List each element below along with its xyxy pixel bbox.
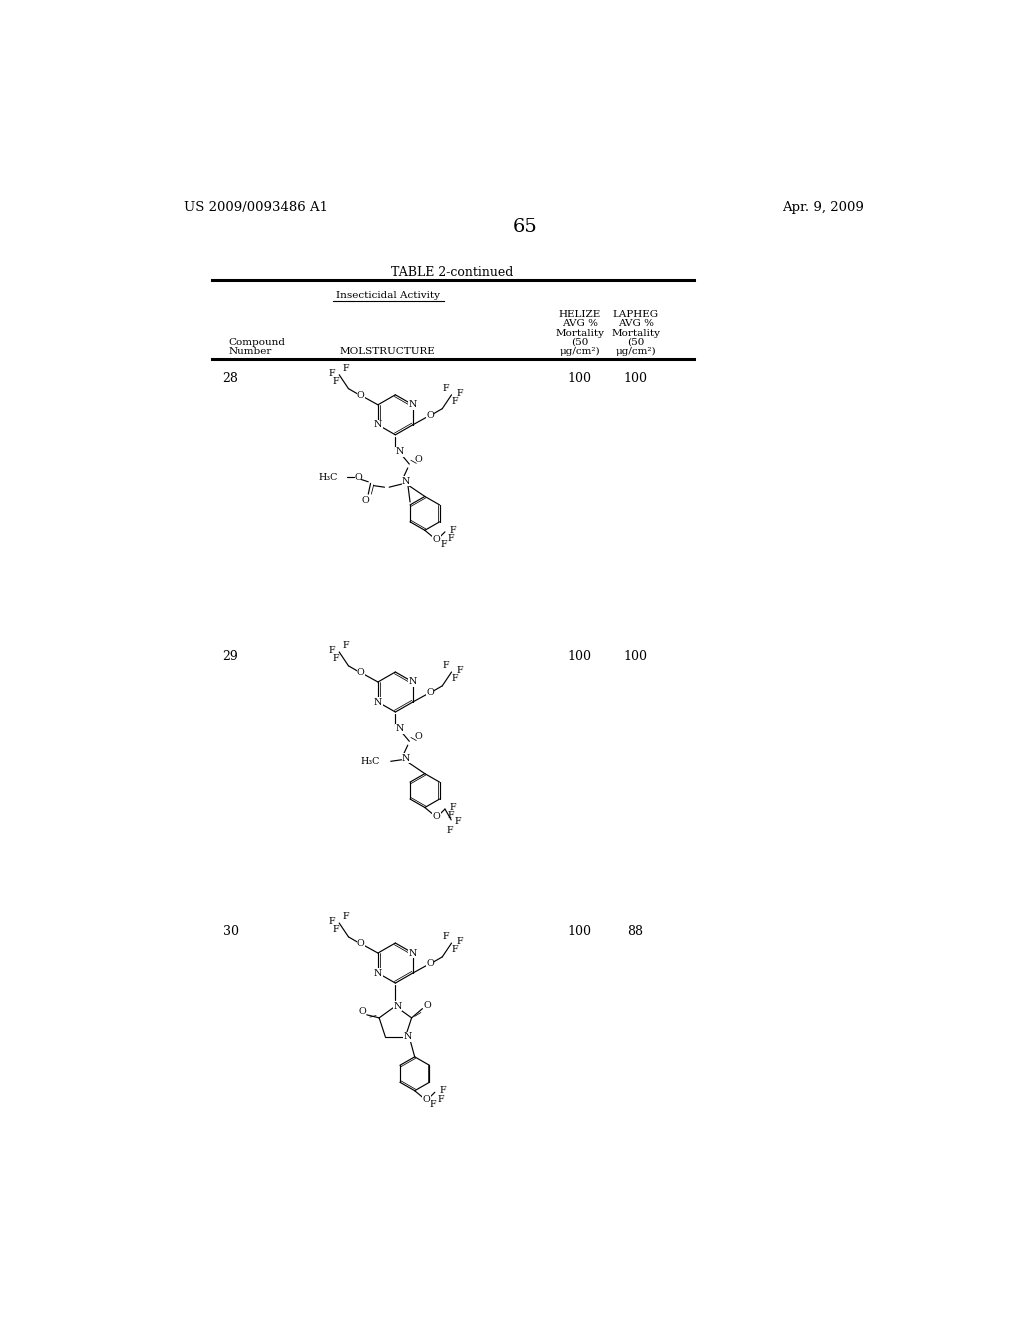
Text: O: O [361, 496, 369, 504]
Text: F: F [456, 667, 463, 675]
Text: US 2009/0093486 A1: US 2009/0093486 A1 [183, 201, 328, 214]
Text: O: O [357, 940, 365, 948]
Text: N: N [402, 754, 411, 763]
Text: F: F [447, 812, 455, 821]
Text: F: F [342, 642, 349, 651]
Text: F: F [328, 645, 335, 655]
Text: F: F [442, 932, 449, 941]
Text: (50: (50 [627, 338, 644, 347]
Text: F: F [439, 1086, 445, 1096]
Text: μg/cm²): μg/cm²) [615, 347, 656, 356]
Text: 100: 100 [568, 924, 592, 937]
Text: F: F [328, 368, 335, 378]
Text: F: F [454, 817, 461, 826]
Text: F: F [450, 525, 456, 535]
Text: μg/cm²): μg/cm²) [559, 347, 600, 356]
Text: 29: 29 [222, 649, 239, 663]
Text: O: O [423, 1001, 431, 1010]
Text: N: N [409, 949, 417, 957]
Text: O: O [426, 960, 434, 969]
Text: O: O [423, 1096, 430, 1105]
Text: N: N [374, 969, 382, 978]
Text: O: O [357, 668, 365, 677]
Text: O: O [432, 535, 440, 544]
Text: F: F [333, 925, 339, 935]
Text: F: F [447, 535, 455, 544]
Text: LAPHEG: LAPHEG [612, 310, 658, 319]
Text: F: F [456, 937, 463, 946]
Text: (50: (50 [571, 338, 589, 347]
Text: 100: 100 [624, 649, 647, 663]
Text: O: O [415, 455, 423, 463]
Text: F: F [440, 540, 446, 549]
Text: TABLE 2-continued: TABLE 2-continued [391, 267, 513, 280]
Text: O: O [358, 1007, 366, 1016]
Text: N: N [374, 697, 382, 706]
Text: F: F [437, 1094, 444, 1104]
Text: Apr. 9, 2009: Apr. 9, 2009 [782, 201, 864, 214]
Text: Number: Number [228, 347, 272, 356]
Text: O: O [354, 473, 362, 482]
Text: F: F [452, 397, 458, 407]
Text: Compound: Compound [228, 338, 286, 347]
Text: H₃C: H₃C [318, 473, 338, 482]
Text: 100: 100 [568, 649, 592, 663]
Text: HELIZE: HELIZE [559, 310, 601, 319]
Text: 30: 30 [222, 924, 239, 937]
Text: 65: 65 [512, 218, 538, 236]
Text: F: F [452, 675, 458, 684]
Text: Insecticidal Activity: Insecticidal Activity [336, 290, 439, 300]
Text: F: F [442, 661, 449, 671]
Text: O: O [415, 733, 423, 741]
Text: AVG %: AVG % [617, 319, 653, 329]
Text: N: N [409, 400, 417, 409]
Text: 88: 88 [628, 924, 644, 937]
Text: F: F [456, 389, 463, 397]
Text: O: O [426, 688, 434, 697]
Text: F: F [333, 655, 339, 664]
Text: F: F [342, 364, 349, 374]
Text: 100: 100 [624, 372, 647, 385]
Text: N: N [393, 1002, 401, 1011]
Text: F: F [452, 945, 458, 954]
Text: AVG %: AVG % [562, 319, 598, 329]
Text: F: F [333, 378, 339, 387]
Text: F: F [342, 912, 349, 921]
Text: N: N [402, 477, 411, 486]
Text: N: N [374, 420, 382, 429]
Text: O: O [357, 391, 365, 400]
Text: N: N [396, 447, 404, 457]
Text: N: N [409, 677, 417, 686]
Text: F: F [442, 384, 449, 393]
Text: H₃C: H₃C [360, 756, 380, 766]
Text: Mortality: Mortality [555, 329, 604, 338]
Text: F: F [430, 1100, 436, 1109]
Text: 100: 100 [568, 372, 592, 385]
Text: N: N [403, 1032, 412, 1041]
Text: F: F [450, 803, 456, 812]
Text: N: N [396, 725, 404, 734]
Text: MOLSTRUCTURE: MOLSTRUCTURE [340, 347, 435, 356]
Text: O: O [426, 411, 434, 420]
Text: O: O [432, 812, 440, 821]
Text: F: F [328, 917, 335, 925]
Text: 28: 28 [222, 372, 239, 385]
Text: F: F [446, 826, 453, 836]
Text: Mortality: Mortality [611, 329, 660, 338]
